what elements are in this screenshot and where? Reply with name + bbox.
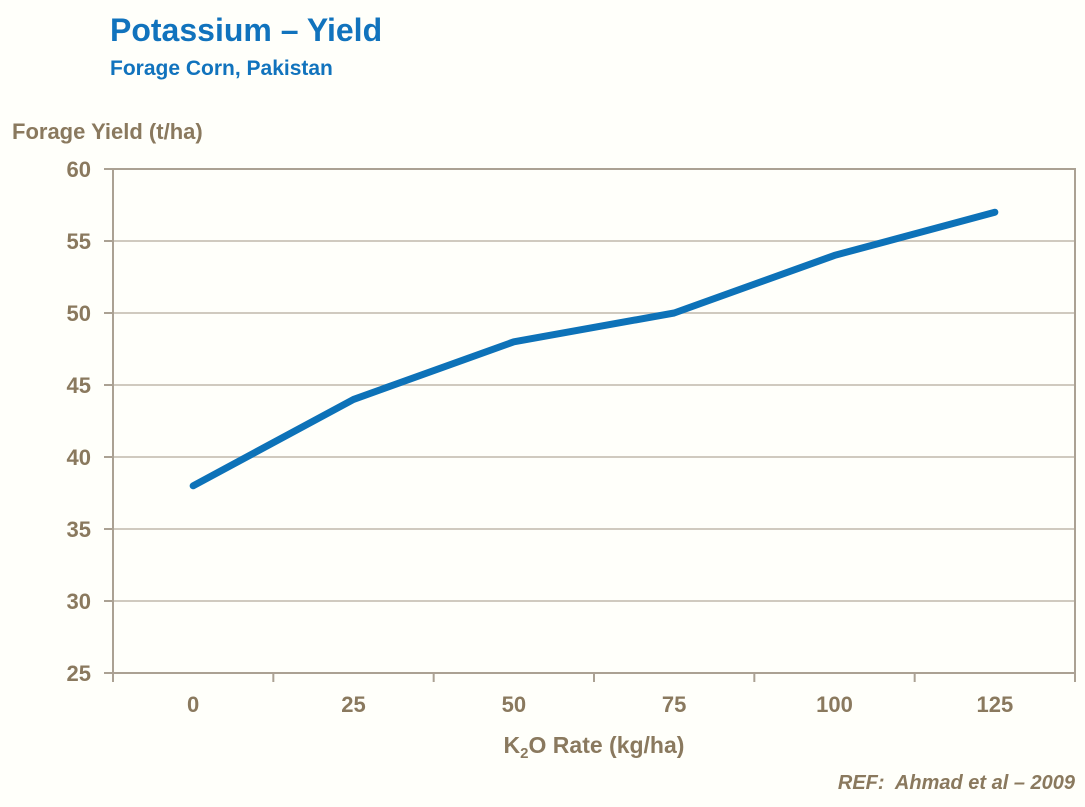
y-axis-title: Forage Yield (t/ha) [12,119,203,144]
x-tick-label: 75 [662,692,686,717]
chart-title: Potassium – Yield [110,12,383,48]
series-line-forage-yield [189,208,999,490]
y-tick-label: 45 [67,373,91,398]
x-tick-label: 50 [502,692,526,717]
y-tick-label: 60 [67,157,91,182]
x-axis-title-base: K [503,732,521,758]
x-axis-title-subscript: 2 [520,745,529,762]
y-tick-label: 25 [67,661,91,686]
x-tick-label: 100 [816,692,853,717]
chart-subtitle: Forage Corn, Pakistan [110,57,333,80]
y-tick-label: 35 [67,517,91,542]
x-tick-label: 25 [341,692,365,717]
y-tick-label: 50 [67,301,91,326]
y-tick-label: 55 [67,229,91,254]
y-tick-label: 30 [67,589,91,614]
x-tick-label: 0 [187,692,199,717]
plot-border [112,168,1076,674]
x-tick-label: 125 [976,692,1013,717]
x-axis-title-rest: O Rate (kg/ha) [528,732,685,758]
reference-note: REF: Ahmad et al – 2009 [837,772,1075,794]
x-axis-title: K2O Rate (kg/ha) [113,732,1075,762]
y-tick-label: 40 [67,445,91,470]
